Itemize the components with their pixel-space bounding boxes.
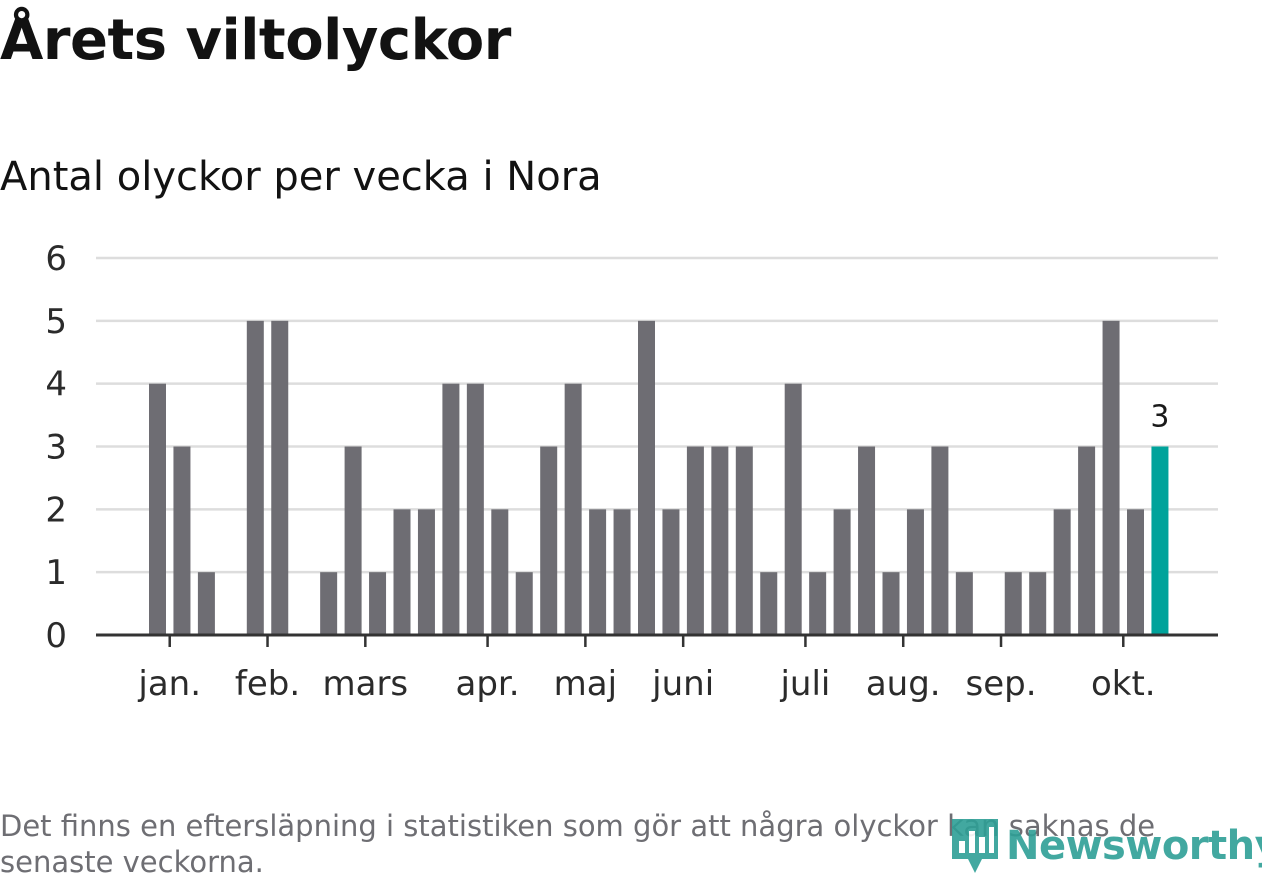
newsworthy-logo: Newsworthy: [950, 815, 1262, 877]
bar: [491, 509, 509, 635]
bar: [882, 572, 900, 635]
bar: [858, 446, 876, 635]
bar-chart-pin-icon: [952, 819, 998, 873]
y-tick-label: 4: [45, 365, 67, 405]
logo-text: Newsworthy: [1006, 823, 1262, 869]
highlight-data-label: 3: [1150, 400, 1169, 435]
bar: [246, 320, 264, 635]
bar: [833, 509, 851, 635]
bar: [564, 383, 582, 635]
bar: [1029, 572, 1047, 635]
y-axis-ticks: 0 1 2 3 4 5 6: [45, 239, 67, 656]
bar: [931, 446, 949, 635]
bar: [906, 509, 924, 635]
y-tick-label: 3: [45, 428, 67, 468]
bar: [197, 572, 215, 635]
month-label: aug.: [866, 664, 941, 704]
bar: [540, 446, 558, 635]
bar: [466, 383, 484, 635]
gridlines: [96, 256, 1218, 574]
bar: [784, 383, 802, 635]
bar: [1127, 509, 1144, 635]
month-label: juni: [651, 664, 714, 704]
bar: [613, 509, 631, 635]
bar: [271, 320, 289, 635]
y-tick-label: 0: [45, 616, 67, 656]
month-label: apr.: [456, 664, 520, 704]
bar: [1078, 446, 1096, 635]
y-tick-label: 6: [45, 239, 67, 279]
bar: [417, 509, 435, 635]
data-labels: 3: [1150, 400, 1169, 435]
month-label: maj: [554, 664, 617, 704]
bar: [393, 509, 411, 635]
chart-title: Årets viltolyckor: [0, 8, 511, 73]
bar: [760, 572, 778, 635]
bar: [320, 572, 338, 635]
y-tick-label: 1: [45, 553, 67, 593]
bar: [662, 509, 680, 635]
x-axis: jan. feb. mars apr. maj juni juli aug. sep. okt.: [96, 633, 1218, 704]
y-tick-label: 2: [45, 490, 67, 530]
bar: [686, 446, 704, 635]
bar: [173, 446, 191, 635]
bar: [711, 446, 729, 635]
y-tick-label: 5: [45, 302, 67, 342]
bar: [955, 572, 973, 635]
bar: [638, 320, 655, 635]
month-label: sep.: [966, 664, 1037, 704]
month-label: mars: [322, 664, 408, 704]
month-label: jan.: [137, 664, 201, 704]
bar-chart: 0 1 2 3 4 5 6 jan. feb. mars apr. maj juni juli aug. s…: [45, 239, 1218, 704]
bar: [1102, 320, 1120, 635]
bar: [442, 383, 460, 635]
month-label: okt.: [1091, 664, 1156, 704]
bar: [149, 383, 166, 635]
bar: [1004, 572, 1022, 635]
bar: [344, 446, 362, 635]
bar: [589, 509, 607, 635]
chart-subtitle: Antal olyckor per vecka i Nora: [0, 154, 602, 200]
bar: [515, 572, 533, 635]
month-label: juli: [779, 664, 830, 704]
bar-highlight: [1151, 446, 1169, 635]
bars: [149, 320, 1169, 635]
bar: [809, 572, 827, 635]
bar: [369, 572, 387, 635]
bar: [735, 446, 753, 635]
month-label: feb.: [235, 664, 300, 704]
bar: [1053, 509, 1071, 635]
